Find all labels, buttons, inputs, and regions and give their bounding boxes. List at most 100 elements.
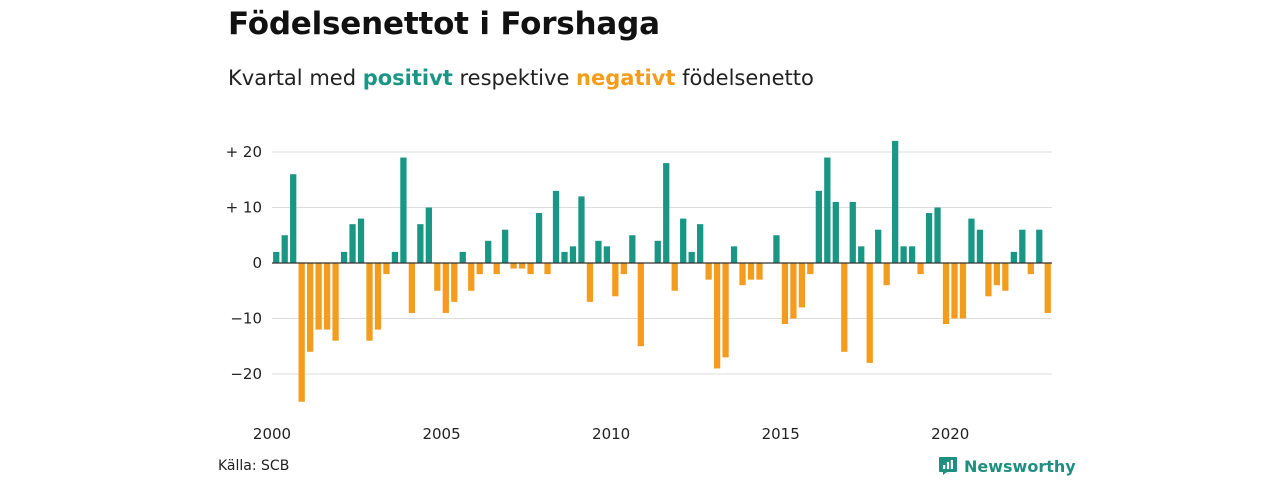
bar-negative (790, 263, 797, 319)
bar-positive (934, 207, 941, 263)
bar-negative (942, 263, 950, 325)
brand-name: Newsworthy (964, 456, 1076, 476)
bar-negative (451, 263, 458, 302)
bar-negative (739, 263, 746, 286)
bar-negative (959, 263, 967, 319)
bar-negative (637, 263, 644, 347)
bar-positive (290, 174, 297, 263)
bar-positive (578, 196, 585, 263)
bar-positive (340, 251, 348, 263)
y-tick-label: −10 (230, 310, 262, 328)
bar-positive (391, 251, 399, 263)
y-tick-label: + 20 (226, 143, 262, 161)
x-tick-label: 2015 (762, 425, 800, 443)
bar-negative (434, 263, 441, 291)
bar-negative (620, 263, 627, 275)
subtitle-middle: respektive (452, 66, 577, 90)
bar-positive (773, 235, 780, 263)
y-tick-label: −20 (230, 365, 262, 383)
bar-negative (993, 263, 1001, 286)
bar-positive (603, 246, 611, 263)
bar-negative (307, 263, 314, 352)
bar-negative (612, 263, 619, 297)
bar-negative (713, 263, 721, 369)
bar-negative (781, 263, 789, 325)
bar-negative (518, 263, 526, 269)
x-tick-label: 2020 (931, 425, 969, 443)
y-tick-label: 0 (252, 254, 262, 272)
bar-negative (883, 263, 890, 286)
bar-negative (747, 263, 755, 280)
subtitle-prefix: Kvartal med (228, 66, 363, 90)
bar-positive (595, 240, 602, 263)
bar-negative (671, 263, 678, 291)
bar-positive (1019, 229, 1026, 263)
y-tick-label: + 10 (226, 199, 262, 217)
bar-positive (832, 201, 839, 263)
bar-negative (985, 263, 992, 297)
bar-positive (908, 246, 916, 263)
bar-positive (654, 240, 661, 263)
bar-positive (680, 218, 687, 263)
bar-negative (917, 263, 924, 275)
chart-title: Födelsenettot i Forshaga (228, 6, 660, 42)
bar-positive (1010, 251, 1017, 263)
subtitle-negative-word: negativt (576, 66, 676, 90)
x-axis-tick-labels: 2000 2005 2010 2015 2020 (253, 425, 969, 443)
bar-positive (688, 251, 695, 263)
bar-negative (298, 263, 305, 402)
bar-positive (824, 157, 831, 263)
bar-negative (722, 263, 729, 358)
bar-positive (815, 190, 822, 263)
y-axis-tick-labels: + 20 + 10 0 −10 −20 (226, 143, 262, 383)
bar-positive (400, 157, 407, 263)
bar-positive (535, 213, 543, 263)
bar-positive (561, 251, 568, 263)
bar-positive (417, 224, 424, 263)
bar-negative (476, 263, 483, 275)
bar-negative (798, 263, 806, 308)
bar-positive (281, 235, 288, 263)
bar-positive (858, 246, 865, 263)
bar-negative (807, 263, 814, 275)
bar-positive (900, 246, 907, 263)
bar-positive (1036, 229, 1043, 263)
bar-negative (332, 263, 339, 341)
bar-positive (629, 235, 636, 263)
source-note: Källa: SCB (218, 458, 290, 474)
bar-positive (976, 229, 984, 263)
bar-positive (502, 229, 509, 263)
brand-logo[interactable]: Newsworthy (938, 456, 1076, 476)
bar-negative (383, 263, 390, 275)
bar-negative (442, 263, 449, 313)
bar-negative (841, 263, 848, 352)
bar-positive (875, 229, 882, 263)
subtitle-suffix: födelsenetto (675, 66, 814, 90)
bar-positive (349, 224, 356, 263)
x-tick-label: 2010 (592, 425, 630, 443)
bar-negative (366, 263, 373, 341)
bar-negative (866, 263, 873, 363)
bar-positive (569, 246, 577, 263)
bar-negative (756, 263, 763, 280)
bar-positive (485, 240, 492, 263)
bar-negative (323, 263, 331, 330)
bar-positive (697, 224, 704, 263)
x-tick-label: 2005 (422, 425, 460, 443)
bar-negative (510, 263, 517, 269)
bar-negative (1044, 263, 1051, 313)
subtitle-positive-word: positivt (362, 66, 453, 90)
bar-negative (1002, 263, 1009, 291)
bar-positive (925, 213, 933, 263)
bar-negative (951, 263, 958, 319)
bar-negative (705, 263, 712, 280)
newsworthy-logo-icon (938, 456, 958, 476)
bar-positive (273, 251, 280, 263)
bar-positive (357, 218, 365, 263)
bar-negative (315, 263, 322, 330)
bar-negative (408, 263, 416, 313)
bar-negative (1027, 263, 1034, 275)
bar-negative (527, 263, 534, 275)
bar-negative (586, 263, 594, 302)
